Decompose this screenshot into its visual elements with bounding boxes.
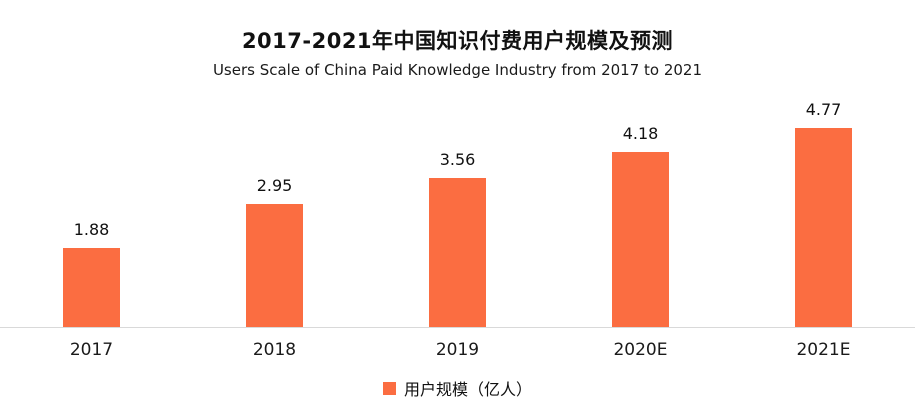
bar-value-label: 3.56: [439, 150, 476, 169]
bar: [63, 248, 120, 327]
bar-column: 4.77: [732, 100, 915, 327]
bar: [246, 204, 303, 327]
bar-column: 4.18: [549, 124, 732, 327]
bar-value-label: 2.95: [256, 176, 293, 195]
bar: [795, 128, 852, 327]
x-axis-label: 2018: [252, 340, 297, 360]
bar-column: 1.88: [0, 220, 183, 327]
bars-area: 1.88 2.95 3.56 4.18 4.77: [0, 80, 915, 328]
chart-title: 2017-2021年中国知识付费用户规模及预测: [241, 29, 674, 53]
x-axis-label: 2020E: [613, 340, 668, 360]
bar-column: 3.56: [366, 150, 549, 327]
x-axis-label: 2021E: [796, 340, 851, 360]
legend-label: 用户规模（亿人）: [403, 380, 532, 399]
x-axis-label: 2017: [69, 340, 114, 360]
bar: [429, 178, 486, 327]
legend: 用户规模（亿人）: [0, 376, 915, 400]
legend-swatch-icon: [382, 381, 396, 395]
plot-area: 1.88 2.95 3.56 4.18 4.77 2017 2018 2019 2020E 20…: [0, 80, 915, 360]
chart-subtitle: Users Scale of China Paid Knowledge Indu…: [212, 61, 703, 79]
bar-value-label: 4.77: [805, 100, 842, 119]
bar-value-label: 4.18: [622, 124, 659, 143]
x-axis-labels: 2017 2018 2019 2020E 2021E: [0, 328, 915, 360]
bar: [612, 152, 669, 327]
bar-column: 2.95: [183, 176, 366, 327]
x-axis-label: 2019: [435, 340, 480, 360]
bar-value-label: 1.88: [73, 220, 110, 239]
